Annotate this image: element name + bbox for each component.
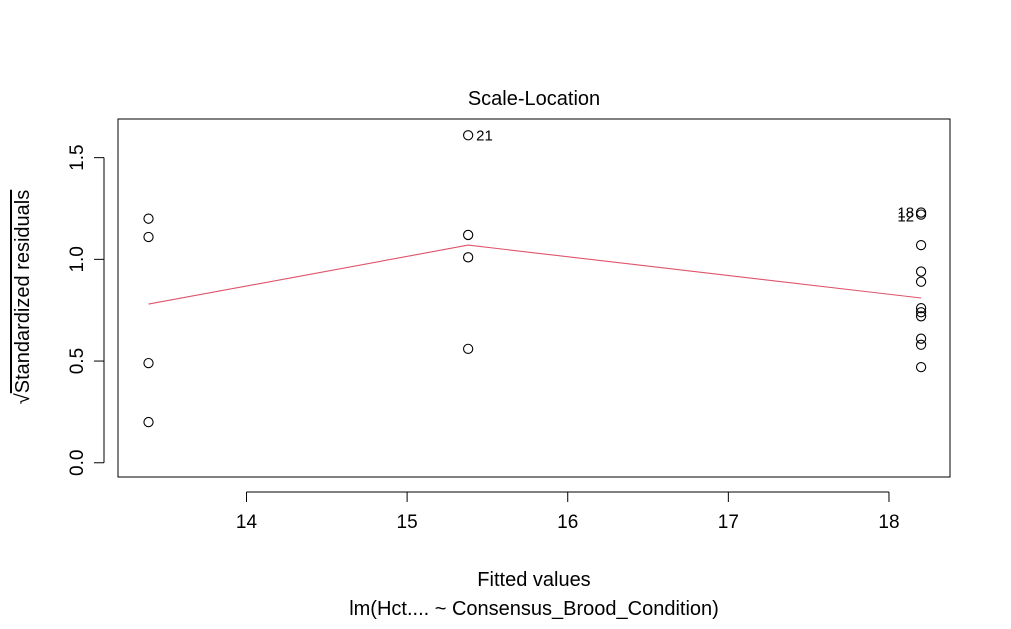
data-point [915, 307, 927, 318]
x-tick-label: 17 [718, 512, 739, 533]
data-point [915, 276, 927, 287]
x-tick-label: 14 [236, 512, 258, 533]
point-label: 21 [476, 127, 493, 144]
x-tick-label: 18 [878, 512, 899, 533]
x-tick-label: 16 [557, 512, 578, 533]
plot-frame [117, 118, 951, 478]
data-point [915, 209, 927, 220]
y-axis-title-group: √Standardized residuals [12, 190, 34, 404]
data-point [915, 239, 927, 251]
data-point [143, 357, 154, 369]
smoother-layer [148, 244, 922, 305]
data-point [915, 339, 927, 350]
y-tick-label: 0.0 [67, 450, 88, 476]
data-point [915, 266, 927, 277]
chart-title: Scale-Location [468, 88, 600, 110]
data-point [915, 333, 927, 344]
data-point [462, 252, 474, 263]
data-point [143, 231, 154, 243]
y-tick-label: 0.5 [67, 348, 88, 374]
data-point [462, 229, 474, 241]
x-axis-title: Fitted values [477, 569, 590, 591]
point-label: 12 [897, 209, 914, 226]
sqrt-symbol: √ [12, 393, 34, 404]
data-point [143, 213, 154, 224]
data-point [915, 311, 927, 322]
data-point [915, 207, 927, 218]
y-axis-title-text: Standardized residuals [12, 190, 34, 393]
caption: lm(Hct.... ~ Consensus_Brood_Condition) [349, 598, 719, 620]
axes-layer: 14 15 16 17 18 0.0 0.5 1.0 1.5 [67, 118, 951, 533]
data-point [915, 303, 927, 314]
y-tick-label: 1.0 [67, 246, 88, 272]
smoother-line [148, 244, 922, 305]
y-axis-title: √Standardized residuals [12, 190, 34, 404]
point-label: 18 [897, 205, 914, 222]
data-point [143, 416, 154, 428]
data-point [462, 343, 474, 355]
x-tick-label: 15 [397, 512, 418, 533]
y-tick-label: 1.5 [67, 144, 88, 170]
data-point [915, 362, 927, 373]
data-point [462, 130, 474, 141]
points-layer [143, 130, 927, 428]
